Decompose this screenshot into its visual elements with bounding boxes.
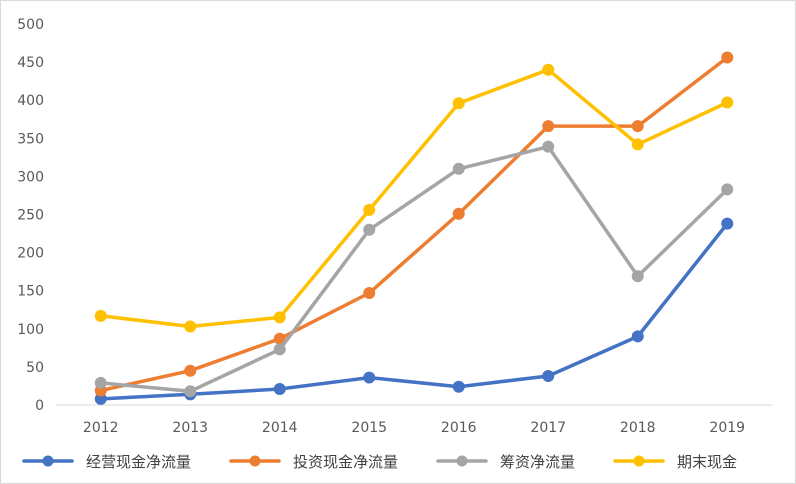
data-point — [721, 217, 734, 230]
legend-marker — [456, 455, 468, 467]
data-point — [452, 380, 465, 393]
data-point — [631, 270, 644, 283]
data-point — [542, 140, 555, 153]
x-tick-label: 2017 — [530, 420, 566, 436]
data-point — [363, 286, 376, 299]
data-point — [721, 96, 734, 109]
data-point — [452, 97, 465, 110]
y-tick-label: 150 — [17, 284, 44, 300]
x-tick-label: 2016 — [441, 420, 477, 436]
series-4 — [94, 63, 734, 333]
x-tick-label: 2019 — [709, 420, 745, 436]
series-line — [99, 55, 730, 393]
legend-item: 筹资净流量 — [436, 453, 575, 471]
data-point — [542, 120, 555, 133]
legend-label: 投资现金净流量 — [293, 453, 398, 471]
series-line — [99, 144, 730, 394]
y-tick-label: 50 — [26, 360, 44, 376]
data-point — [94, 309, 107, 322]
x-tick-label: 2013 — [172, 420, 208, 436]
x-tick-label: 2018 — [620, 420, 656, 436]
data-point — [94, 376, 107, 389]
y-tick-label: 100 — [17, 322, 44, 338]
data-point — [542, 370, 555, 383]
legend-marker — [42, 455, 54, 467]
series-line — [99, 221, 730, 401]
y-tick-label: 350 — [17, 131, 44, 147]
y-tick-label: 300 — [17, 169, 44, 185]
series-line — [99, 67, 730, 329]
data-point — [273, 343, 286, 356]
y-tick-label: 200 — [17, 246, 44, 262]
data-point — [363, 223, 376, 236]
data-point — [184, 320, 197, 333]
series-2 — [94, 51, 734, 397]
series-3 — [94, 140, 734, 398]
legend-marker — [249, 455, 261, 467]
series-layer — [94, 51, 734, 405]
data-point — [721, 183, 734, 196]
legend-label: 筹资净流量 — [500, 453, 575, 471]
legend-item: 经营现金净流量 — [22, 453, 191, 471]
data-point — [363, 371, 376, 384]
data-point — [184, 385, 197, 398]
data-point — [631, 120, 644, 133]
data-point — [631, 330, 644, 343]
data-point — [631, 138, 644, 151]
legend-label: 经营现金净流量 — [86, 453, 191, 471]
y-tick-label: 500 — [17, 17, 44, 33]
y-tick-label: 250 — [17, 208, 44, 224]
legend-item: 期末现金 — [613, 453, 737, 471]
data-point — [273, 382, 286, 395]
x-tick-label: 2014 — [262, 420, 298, 436]
data-point — [721, 51, 734, 64]
data-point — [542, 63, 555, 76]
axes: 0 50 100 150 200 250 300 350 400 450 500 2012 2013 20… — [17, 17, 772, 436]
legend: 经营现金净流量 投资现金净流量 筹资净流量 期末现金 — [22, 453, 737, 471]
data-point — [273, 311, 286, 324]
y-tick-label: 0 — [35, 398, 44, 414]
data-point — [363, 203, 376, 216]
legend-marker — [633, 455, 645, 467]
legend-label: 期末现金 — [677, 453, 737, 471]
x-tick-label: 2012 — [83, 420, 119, 436]
y-tick-label: 400 — [17, 93, 44, 109]
data-point — [452, 162, 465, 175]
data-point — [184, 364, 197, 377]
legend-item: 投资现金净流量 — [229, 453, 398, 471]
y-tick-label: 450 — [17, 55, 44, 71]
x-tick-label: 2015 — [351, 420, 387, 436]
data-point — [452, 207, 465, 220]
